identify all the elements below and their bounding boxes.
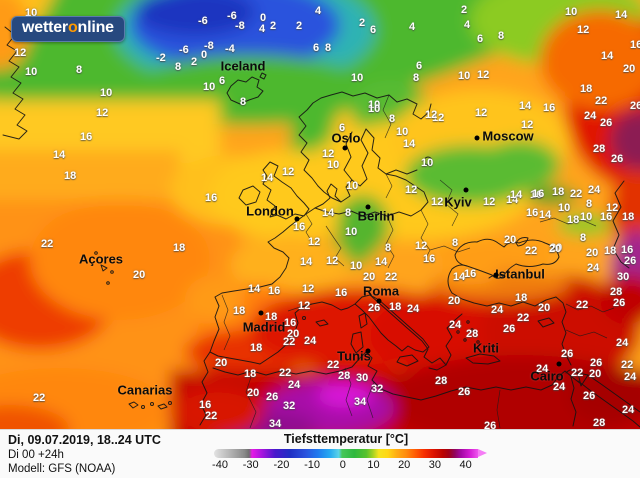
country-borders (221, 94, 615, 429)
logo-text-wetter: wetter (22, 19, 68, 36)
legend-ticks: -40 -30 -20 -10 0 10 20 30 40 (212, 459, 504, 473)
legend-tick: 20 (398, 459, 411, 471)
forecast-meta: Di, 09.07.2019, 18..24 UTC Di 00 +24h Mo… (8, 433, 161, 476)
wetteronline-logo[interactable]: wetteronline (11, 16, 125, 42)
logo-text-nline: nline (77, 19, 115, 36)
model-run: Di 00 +24h (8, 449, 64, 461)
legend-tick: -40 (212, 459, 228, 471)
legend-tick: 40 (459, 459, 472, 471)
valid-time: Di, 09.07.2019, 18..24 UTC (8, 433, 161, 447)
legend-tick: -20 (273, 459, 290, 471)
model-name: Modell: GFS (NOAA) (8, 463, 116, 475)
footer-bar: Di, 09.07.2019, 18..24 UTC Di 00 +24h Mo… (0, 429, 640, 478)
legend-gradient-bar (214, 449, 478, 458)
legend-title: Tiefsttemperatur [°C] (283, 432, 409, 446)
legend-tick: -30 (242, 459, 259, 471)
temperature-field (0, 0, 640, 430)
map-canvas[interactable]: 10 12 10 8 10 12 16 14 18 -2 -6 -8 0 2 8 -6 -6 -8 -4 0 4 2 2 4 2… (0, 0, 640, 430)
legend-tick: 30 (428, 459, 442, 471)
legend-arrow-icon (478, 449, 487, 457)
temperature-field-map (0, 0, 640, 430)
legend-tick: -10 (304, 459, 321, 471)
temperature-legend: Tiefsttemperatur [°C] -40 -30 -20 -10 0 10 20 3… (212, 430, 504, 478)
coastlines (2, 26, 640, 428)
logo-text-o: o (67, 19, 78, 36)
legend-tick: 10 (367, 459, 380, 471)
legend-tick: 0 (339, 459, 346, 471)
